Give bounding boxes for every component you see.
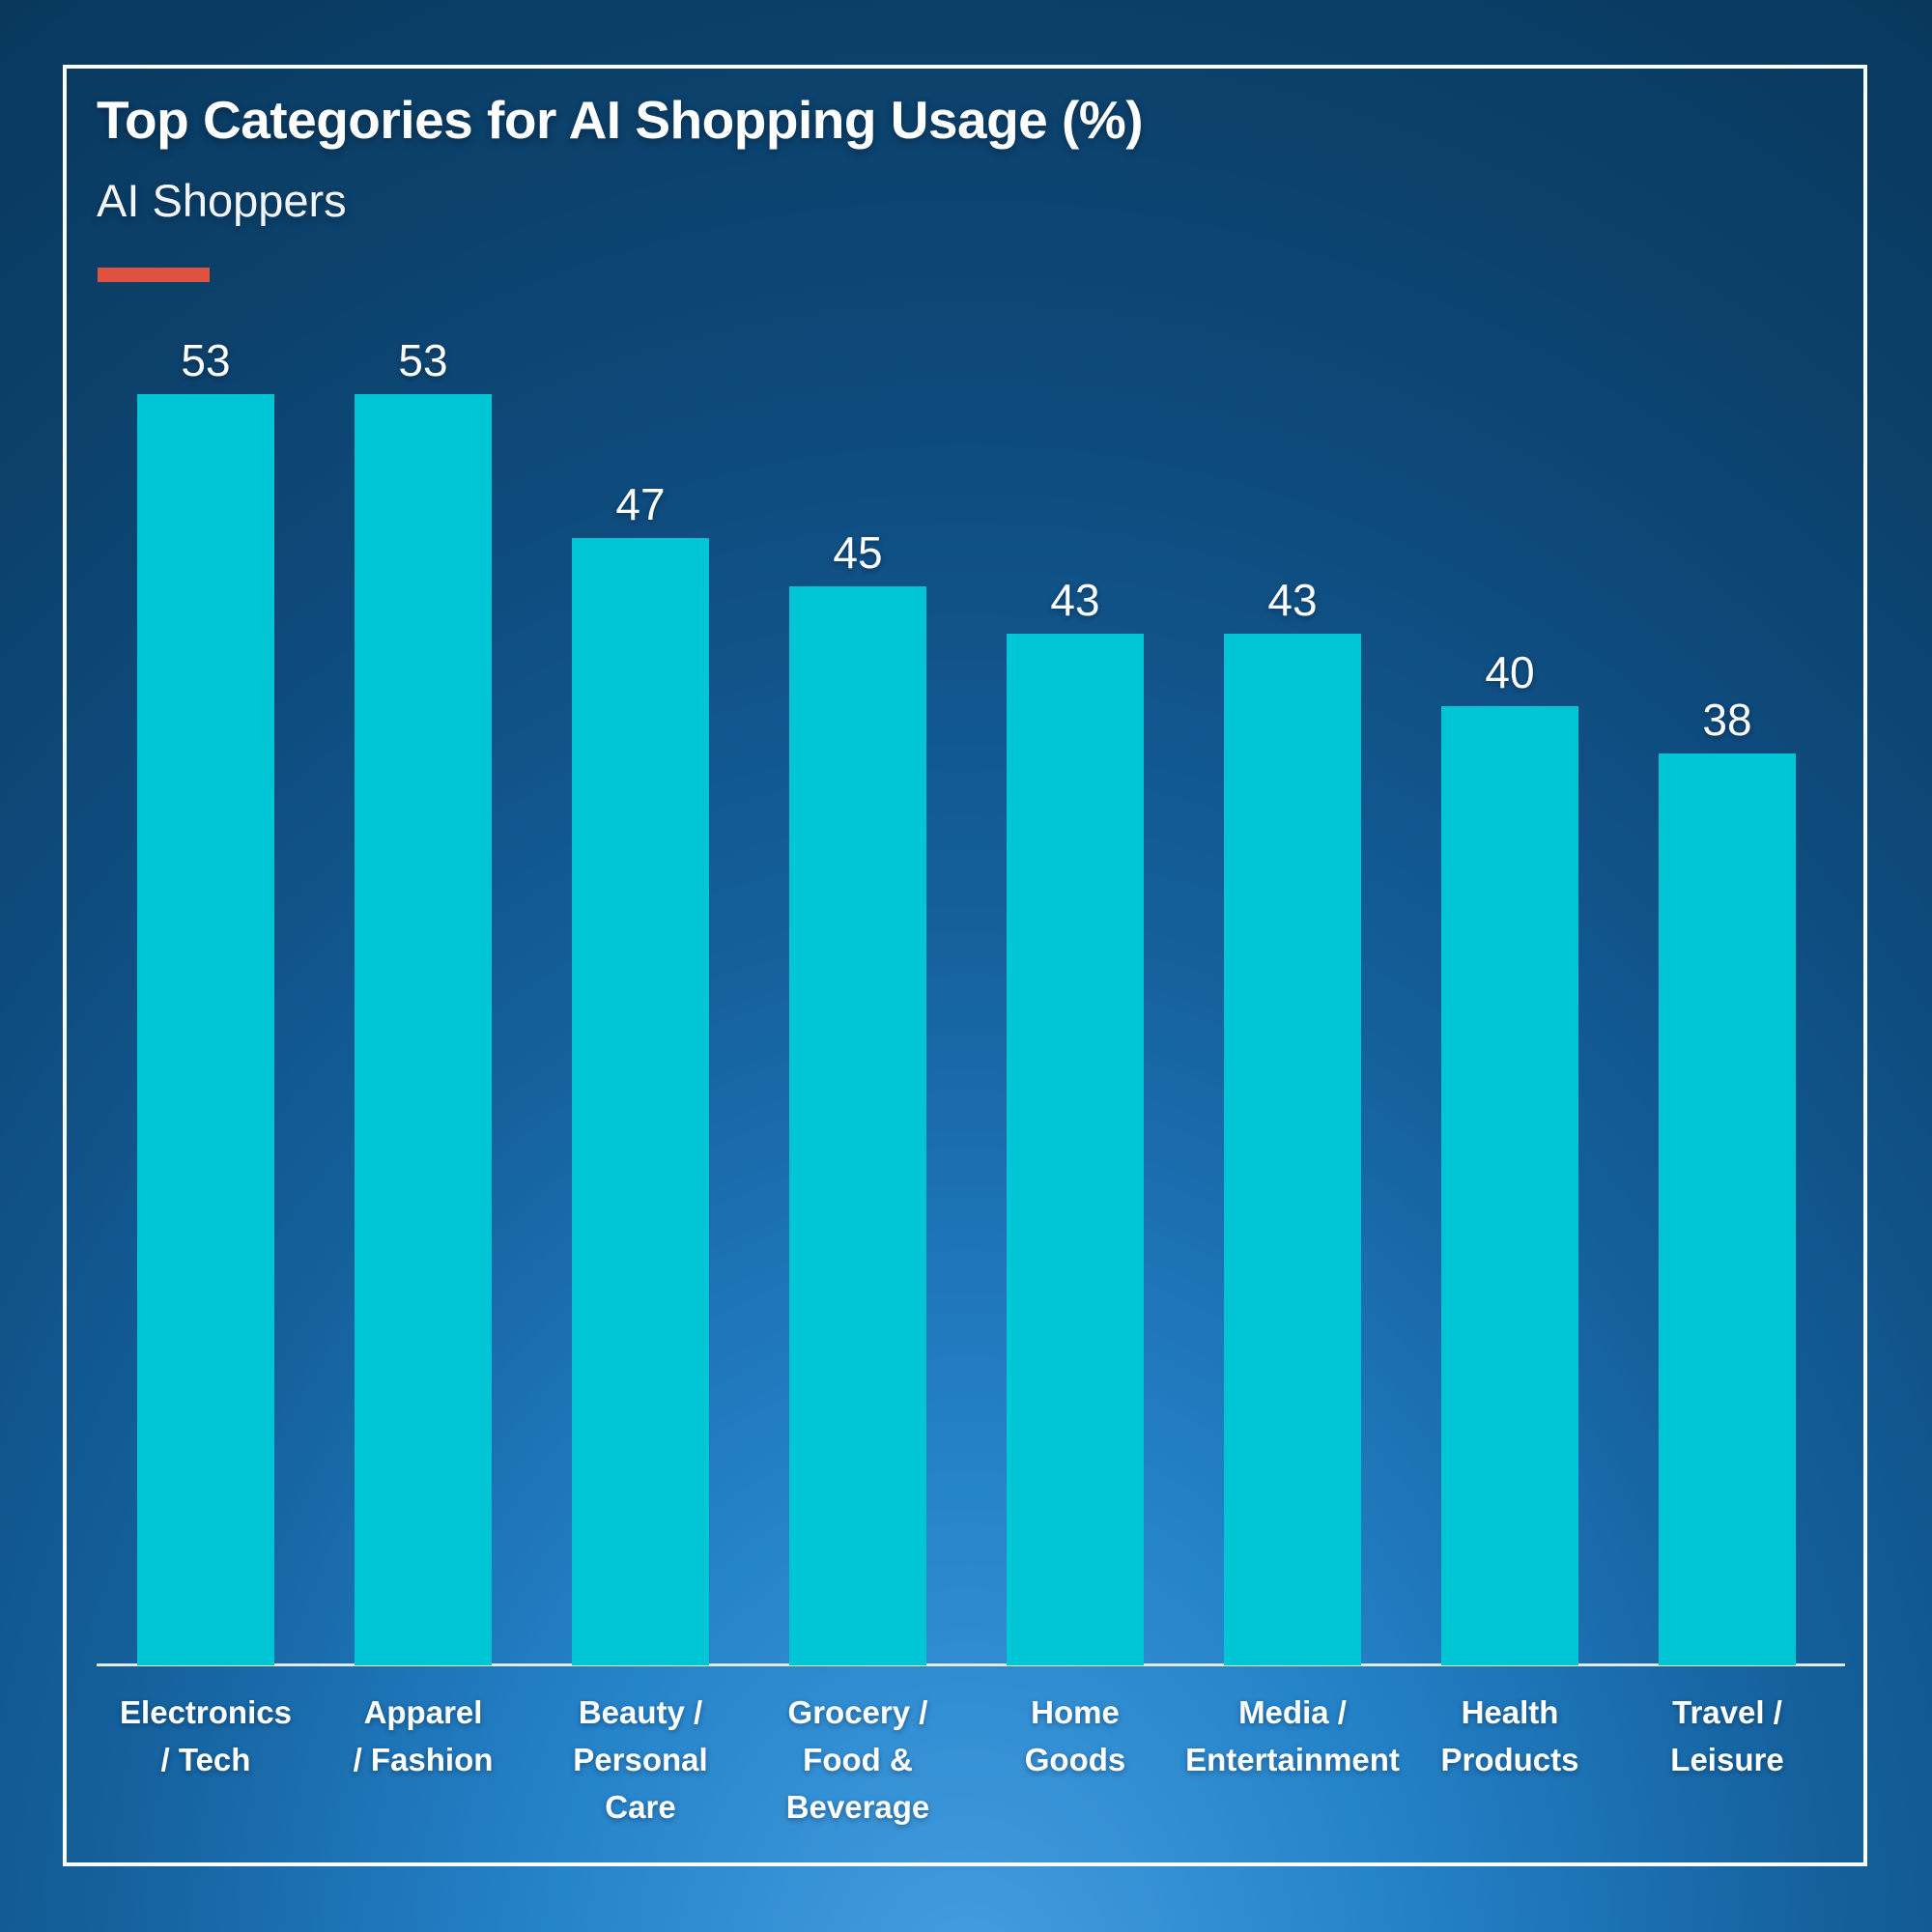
category-label-line: Apparel bbox=[363, 1694, 483, 1730]
category-label-line: Home bbox=[1031, 1694, 1120, 1730]
category-label-line: Food & bbox=[803, 1742, 913, 1777]
bar bbox=[1224, 634, 1361, 1665]
category-label-line: Beauty / bbox=[578, 1694, 703, 1730]
category-label-line: Goods bbox=[1024, 1742, 1126, 1777]
bar bbox=[1007, 634, 1144, 1665]
bar-value-label: 53 bbox=[181, 335, 231, 385]
category-label: Beauty / Personal Care bbox=[510, 1689, 771, 1831]
category-label-line: Grocery / bbox=[787, 1694, 928, 1730]
category-label-line: Media / bbox=[1238, 1694, 1347, 1730]
category-label-line: Beverage bbox=[785, 1789, 930, 1825]
bar bbox=[137, 394, 274, 1665]
category-label: Electronics / Tech bbox=[75, 1689, 336, 1783]
x-axis-line bbox=[97, 1663, 1845, 1666]
category-label-line: / Fashion bbox=[353, 1742, 494, 1777]
bar-value-label: 45 bbox=[833, 527, 883, 578]
category-label-line: Entertainment bbox=[1185, 1742, 1400, 1777]
category-label-line: Personal bbox=[573, 1742, 708, 1777]
bar-value-label: 43 bbox=[1050, 575, 1100, 625]
category-label: Media / Entertainment bbox=[1162, 1689, 1423, 1783]
category-label-line: Leisure bbox=[1670, 1742, 1784, 1777]
category-label: Travel / Leisure bbox=[1597, 1689, 1858, 1783]
bar bbox=[572, 538, 709, 1665]
bar bbox=[789, 586, 926, 1665]
bar-value-label: 40 bbox=[1485, 647, 1535, 697]
category-label: Apparel / Fashion bbox=[293, 1689, 554, 1783]
category-label-line: Products bbox=[1440, 1742, 1579, 1777]
bar-value-label: 53 bbox=[398, 335, 448, 385]
category-label-line: Electronics bbox=[120, 1694, 292, 1730]
bar-value-label: 38 bbox=[1702, 695, 1752, 745]
category-label-line: Travel / bbox=[1672, 1694, 1782, 1730]
chart-subtitle: AI Shoppers bbox=[97, 175, 347, 226]
chart-title: Top Categories for AI Shopping Usage (%) bbox=[97, 90, 1144, 150]
category-label: Home Goods bbox=[945, 1689, 1206, 1783]
bar bbox=[1441, 706, 1578, 1665]
category-label-line: Care bbox=[605, 1789, 676, 1825]
accent-bar bbox=[98, 268, 210, 282]
bar-value-label: 43 bbox=[1267, 575, 1318, 625]
category-label-line: Health bbox=[1461, 1694, 1559, 1730]
bar-value-label: 47 bbox=[615, 479, 666, 529]
bar bbox=[1659, 753, 1796, 1665]
category-label: Grocery / Food & Beverage bbox=[727, 1689, 988, 1831]
category-label: Health Products bbox=[1379, 1689, 1640, 1783]
bar bbox=[355, 394, 492, 1665]
category-label-line: / Tech bbox=[160, 1742, 251, 1777]
